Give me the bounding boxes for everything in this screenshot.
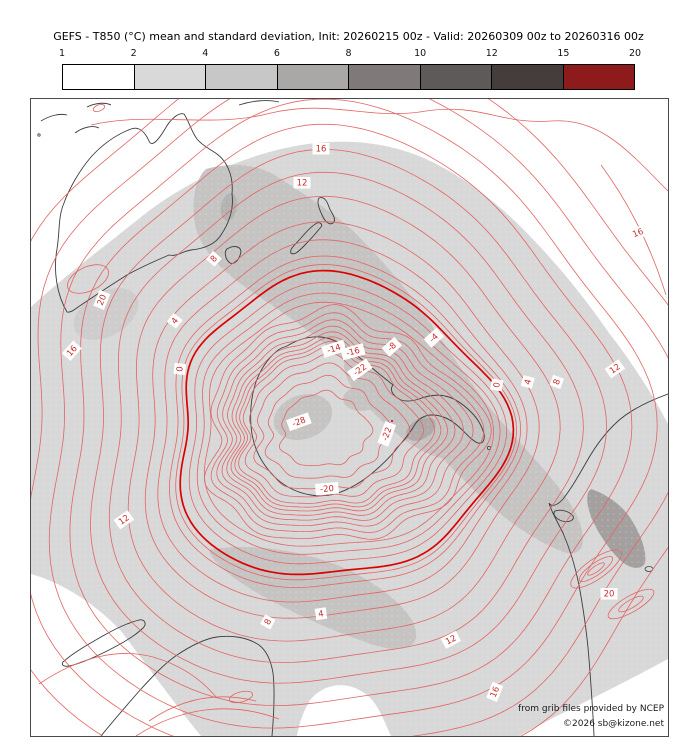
svg-text:16: 16 bbox=[316, 145, 327, 155]
colorbar-tick-label: 8 bbox=[345, 48, 352, 59]
contour-label: 20 bbox=[600, 588, 618, 600]
colorbar-segment bbox=[349, 65, 421, 89]
page-title: GEFS - T850 (°C) mean and standard devia… bbox=[53, 30, 644, 43]
colorbar-tick-label: 1 bbox=[58, 48, 66, 59]
contour-label: -22 bbox=[377, 421, 397, 447]
contour-label: 16 bbox=[312, 143, 330, 155]
contour-label: -4 bbox=[423, 327, 444, 348]
svg-text:12: 12 bbox=[297, 179, 308, 189]
colorbar-segment bbox=[492, 65, 564, 89]
map-canvas: 16 12 8 20 16 4 0 12 8 4 12 16 20 16 12 8 4 0 -4 -8 -14 -16 -2… bbox=[30, 98, 669, 737]
coastlines bbox=[37, 100, 668, 736]
contour-label: 8 bbox=[260, 614, 276, 630]
contour-label: 0 bbox=[490, 378, 504, 392]
colorbar-tick-label: 4 bbox=[202, 48, 209, 59]
attribution-copyright: ©2026 sb@kizone.net bbox=[563, 719, 664, 729]
contour-label: 12 bbox=[293, 177, 311, 189]
colorbar bbox=[62, 64, 635, 90]
svg-text:8: 8 bbox=[263, 617, 274, 626]
svg-text:20: 20 bbox=[96, 293, 109, 307]
colorbar-tick-label: 20 bbox=[628, 48, 642, 59]
contour-label: -28 bbox=[286, 412, 312, 432]
temperature-contours bbox=[31, 99, 668, 736]
contour-label: 20 bbox=[93, 289, 111, 310]
svg-text:-22: -22 bbox=[380, 426, 394, 442]
contour-label: 16 bbox=[486, 681, 504, 702]
colorbar-ticks: 1 2 4 6 8 10 12 15 20 bbox=[0, 48, 700, 62]
svg-text:12: 12 bbox=[444, 633, 458, 647]
contour-label: 12 bbox=[440, 630, 462, 649]
svg-text:0: 0 bbox=[492, 382, 503, 389]
svg-text:-14: -14 bbox=[326, 343, 342, 357]
secondary-contours bbox=[38, 104, 668, 736]
colorbar-tick-label: 2 bbox=[130, 48, 137, 59]
contour-label: -14 bbox=[321, 339, 347, 358]
svg-text:4: 4 bbox=[170, 316, 181, 326]
svg-text:-28: -28 bbox=[291, 415, 307, 429]
svg-text:8: 8 bbox=[209, 254, 220, 265]
colorbar-segment bbox=[134, 65, 206, 89]
contour-label: 8 bbox=[549, 374, 565, 390]
svg-text:4: 4 bbox=[318, 609, 325, 620]
svg-text:16: 16 bbox=[631, 227, 645, 240]
colorbar-segment bbox=[206, 65, 278, 89]
colorbar-segment bbox=[63, 65, 135, 89]
colorbar-tick-label: 6 bbox=[273, 48, 280, 59]
attribution-source: from grib files provided by NCEP bbox=[518, 704, 664, 714]
svg-text:-20: -20 bbox=[320, 484, 335, 495]
svg-text:4: 4 bbox=[523, 378, 534, 386]
colorbar-segment bbox=[563, 65, 634, 89]
svg-text:0: 0 bbox=[175, 366, 186, 372]
colorbar-tick-label: 10 bbox=[414, 48, 427, 59]
contour-label: 4 bbox=[314, 607, 328, 621]
svg-text:-16: -16 bbox=[345, 346, 361, 359]
contour-label: -20 bbox=[315, 482, 339, 496]
colorbar-tick-label: 12 bbox=[485, 48, 498, 59]
contour-label: 4 bbox=[166, 312, 183, 329]
contour-label: 4 bbox=[520, 375, 535, 389]
svg-text:8: 8 bbox=[552, 378, 563, 387]
svg-text:20: 20 bbox=[604, 590, 615, 600]
contour-label: -8 bbox=[381, 336, 402, 357]
contour-label: 0 bbox=[173, 362, 187, 376]
colorbar-segment bbox=[420, 65, 492, 89]
svg-text:16: 16 bbox=[489, 685, 502, 699]
contour-label: 8 bbox=[205, 250, 222, 267]
contour-label: 16 bbox=[627, 224, 648, 242]
colorbar-tick-label: 15 bbox=[557, 48, 570, 59]
colorbar-segment bbox=[277, 65, 349, 89]
